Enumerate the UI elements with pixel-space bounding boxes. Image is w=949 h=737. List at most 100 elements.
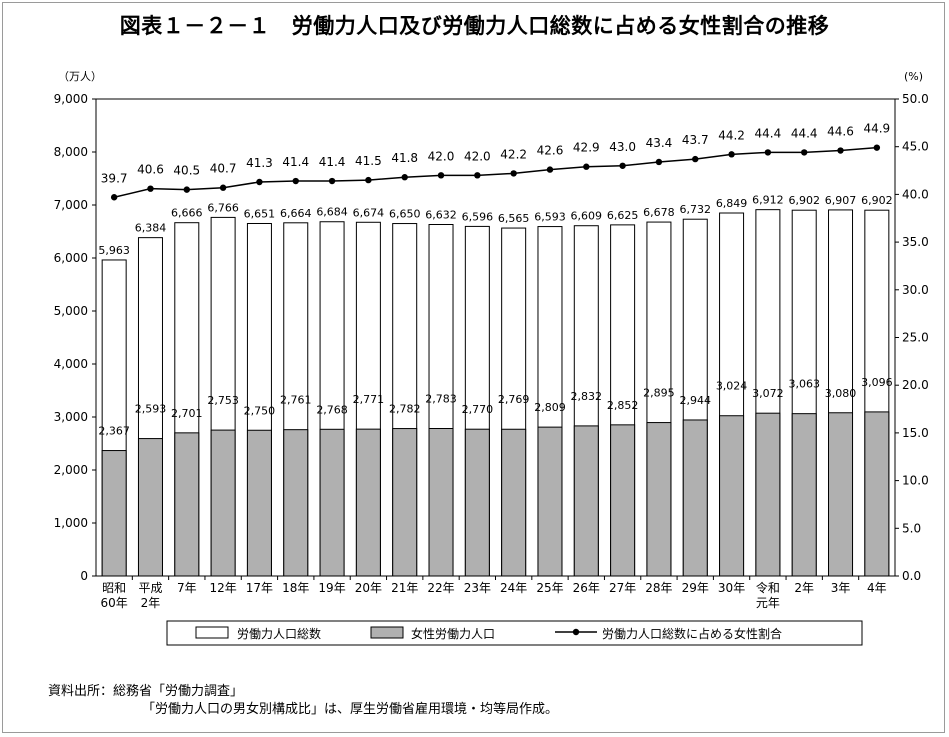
x-tick-label: 25年 — [536, 581, 563, 595]
y-left-tick-label: 9,000 — [54, 92, 88, 106]
total-value-label: 6,732 — [680, 203, 712, 216]
women-value-label: 2,771 — [353, 393, 385, 406]
x-tick-label: 29年 — [682, 581, 709, 595]
ratio-point — [219, 184, 227, 191]
y-left-tick-label: 2,000 — [54, 463, 88, 477]
x-tick-label: 18年 — [282, 581, 309, 595]
y-left-tick-label: 8,000 — [54, 145, 88, 159]
y-left-tick-label: 7,000 — [54, 198, 88, 212]
x-tick-label: 21年 — [391, 581, 418, 595]
women-value-label: 2,593 — [135, 403, 167, 416]
legend-label-ratio: 労働力人口総数に占める女性割合 — [602, 626, 782, 641]
bar-women — [828, 412, 854, 577]
ratio-point — [147, 185, 154, 192]
ratio-point — [292, 177, 299, 185]
total-value-label: 6,565 — [498, 212, 530, 225]
bar-women — [501, 428, 527, 577]
women-value-label: 3,080 — [825, 387, 857, 400]
ratio-value-label: 41.5 — [355, 154, 382, 168]
ratio-line — [113, 146, 877, 198]
total-value-label: 6,902 — [861, 194, 893, 207]
bar-women — [791, 413, 817, 577]
women-value-label: 2,750 — [244, 404, 276, 417]
women-value-label: 2,832 — [571, 390, 603, 403]
bar-women — [719, 415, 745, 577]
total-value-label: 6,849 — [716, 197, 748, 210]
legend-box — [166, 620, 863, 646]
ratio-point — [692, 155, 699, 163]
bars-group — [101, 209, 890, 577]
bar-women — [355, 428, 381, 577]
ratio-point — [728, 151, 735, 158]
ratio-value-label: 43.0 — [609, 140, 636, 154]
y-right-tick-label: 10.0 — [902, 474, 929, 488]
ratio-value-label: 40.6 — [137, 163, 164, 177]
y-right-tick-label: 30.0 — [902, 283, 929, 297]
ratio-value-label: 42.0 — [464, 149, 491, 163]
ratio-point — [474, 172, 481, 179]
total-value-label: 6,664 — [280, 207, 312, 220]
ratio-point — [256, 178, 263, 186]
y-right-tick-label: 35.0 — [902, 235, 929, 249]
x-tick-label: 60年 — [101, 596, 128, 610]
line-series-group — [110, 144, 881, 201]
total-value-label: 5,963 — [98, 244, 130, 257]
ratio-point — [401, 174, 408, 181]
women-value-label: 2,944 — [680, 394, 712, 407]
x-tick-label: 12年 — [209, 581, 236, 595]
women-value-label: 2,895 — [643, 387, 675, 400]
bar-women — [864, 411, 890, 577]
x-tick-label: 2年 — [141, 596, 161, 610]
bar-women — [101, 450, 127, 577]
ratio-value-label: 41.4 — [319, 155, 346, 169]
x-tick-label: 7年 — [177, 581, 197, 595]
total-value-label: 6,593 — [534, 211, 566, 224]
bar-women — [174, 432, 200, 577]
x-tick-label: 令和 — [756, 580, 780, 595]
ratio-value-label: 44.4 — [755, 126, 782, 140]
total-value-label: 6,625 — [607, 209, 639, 222]
y-right-tick-label: 5.0 — [902, 521, 921, 535]
women-value-label: 2,782 — [389, 403, 421, 416]
ratio-point — [655, 158, 663, 166]
women-value-label: 2,367 — [98, 425, 130, 438]
ratio-value-label: 42.9 — [573, 141, 600, 155]
y-left-tick-label: 0 — [80, 569, 88, 583]
total-value-label: 6,596 — [462, 210, 494, 223]
women-value-label: 2,769 — [498, 393, 530, 406]
total-value-label: 6,651 — [244, 207, 276, 220]
chart-area: 0 1,000 2,000 3,000 4,000 5,000 6,000 7,000 8,00… — [54, 70, 929, 646]
x-tick-label: 3年 — [831, 581, 851, 595]
y-left-tick-label: 3,000 — [54, 410, 88, 424]
women-value-label: 2,761 — [280, 394, 312, 407]
y-left-tick-label: 1,000 — [54, 516, 88, 530]
total-value-label: 6,674 — [353, 206, 385, 219]
women-value-label: 3,063 — [788, 378, 820, 391]
y-left-tick-label: 6,000 — [54, 251, 88, 265]
women-value-label: 2,701 — [171, 407, 203, 420]
ratio-value-label: 39.7 — [101, 171, 128, 185]
source-note-detail: 「労働力人口の男女別構成比」は、厚生労働省雇用環境・均等局作成。 — [142, 702, 559, 717]
ratio-point — [110, 194, 118, 201]
x-tick-label: 30年 — [718, 581, 745, 595]
x-tick-label: 27年 — [609, 581, 636, 595]
ratio-value-label: 44.2 — [718, 128, 745, 142]
total-value-label: 6,907 — [825, 194, 857, 207]
x-tick-label: 28年 — [645, 581, 672, 595]
total-value-label: 6,684 — [316, 206, 348, 219]
ratio-point — [183, 186, 190, 193]
ratio-value-label: 43.7 — [682, 133, 709, 147]
ratio-value-label: 41.3 — [246, 156, 273, 170]
x-tick-label: 24年 — [500, 581, 527, 595]
total-value-label: 6,650 — [389, 208, 421, 221]
ratio-value-label: 43.4 — [646, 136, 673, 150]
ratio-point — [510, 170, 517, 177]
ratio-value-label: 44.6 — [827, 125, 854, 139]
x-tick-label: 昭和 — [102, 581, 126, 595]
total-value-label: 6,384 — [135, 222, 167, 235]
women-value-label: 3,072 — [752, 387, 784, 400]
y-right-tick-label: 45.0 — [902, 140, 929, 154]
x-tick-label: 17年 — [246, 581, 273, 595]
ratio-point — [801, 149, 808, 156]
bar-women — [137, 438, 163, 577]
